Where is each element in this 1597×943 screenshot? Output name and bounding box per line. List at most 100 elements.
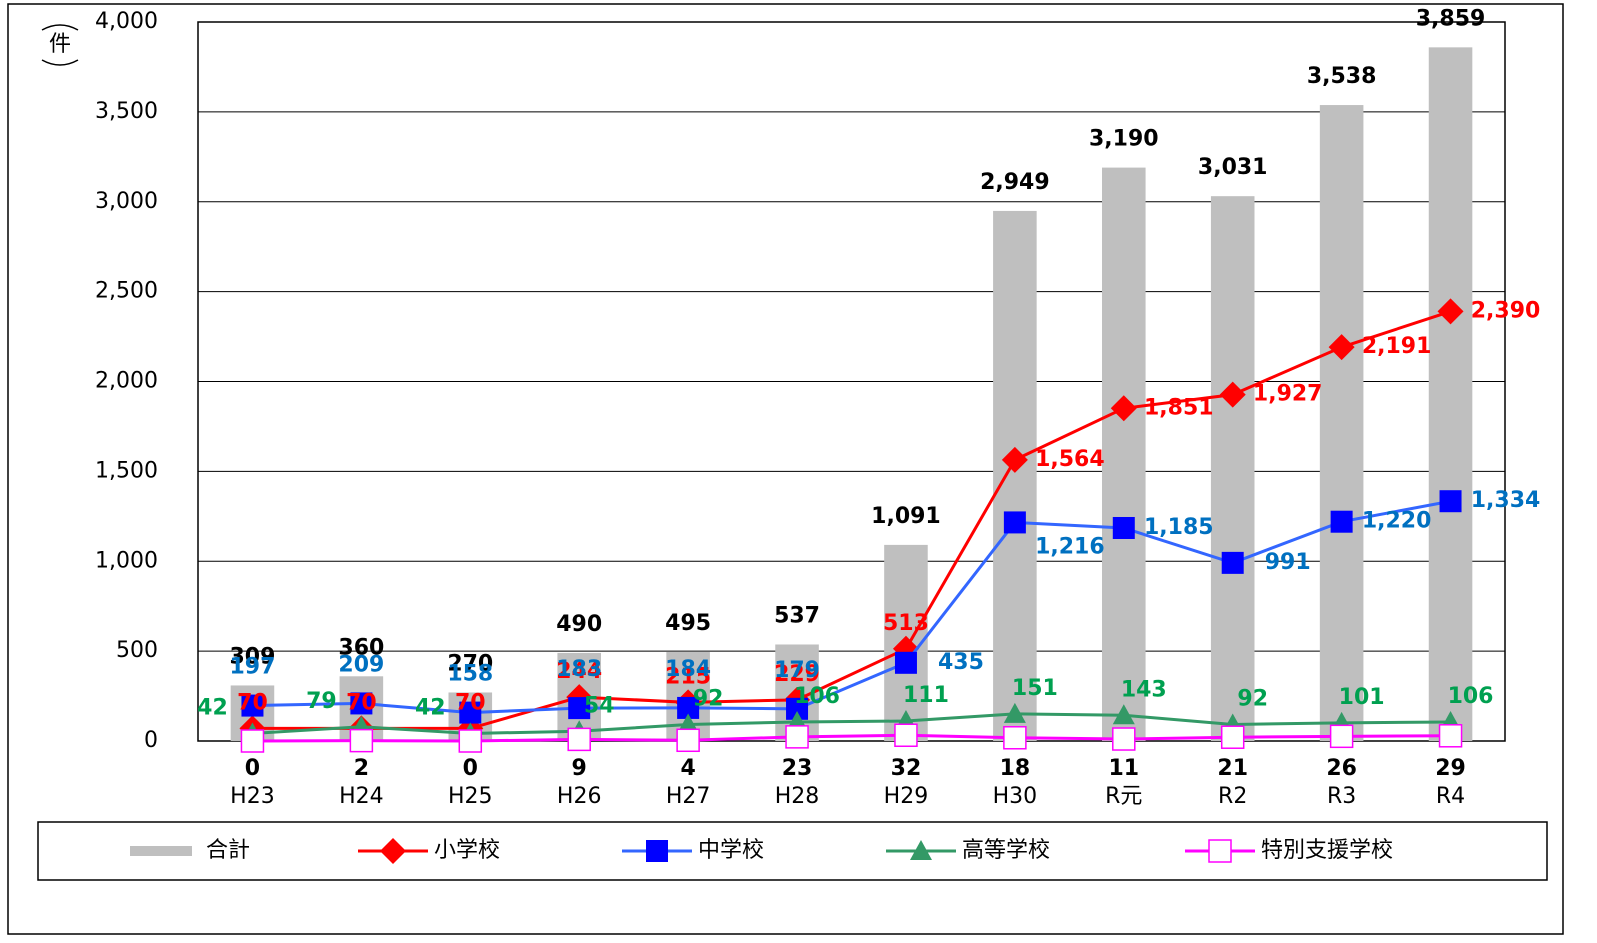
marker [1438,724,1463,748]
marker [1112,727,1136,751]
legend-swatch [130,846,192,856]
data-label: 106 [1448,684,1494,709]
marker [1003,726,1027,750]
line-2 [252,499,1451,715]
data-label: 42 [197,695,228,720]
marker [1219,381,1246,408]
data-label: 151 [1012,676,1058,701]
x-tick-label: H27 [666,784,711,809]
x-tick-label: H23 [230,784,275,809]
bar [1210,196,1255,742]
data-label: 1,851 [1144,395,1214,420]
data-label: 1,334 [1471,488,1541,513]
data-label: 1,091 [871,504,941,529]
y-axis-label: 件 [49,32,71,57]
data-label: 1,927 [1253,382,1323,407]
x-tick-label: H28 [775,784,820,809]
x-tick-label: H29 [884,784,929,809]
data-label: 183 [556,657,602,682]
legend-marker [1208,839,1232,863]
data-label: 2 [354,756,369,781]
data-label: 54 [584,693,615,718]
data-label: 106 [794,684,840,709]
y-tick-label: 1,000 [95,548,158,573]
y-tick-label: 3,500 [95,99,158,124]
data-label: 495 [665,611,711,636]
data-label: 2,390 [1471,298,1541,323]
marker [241,694,264,717]
x-tick-label: R2 [1218,784,1247,809]
data-label: 1,220 [1362,509,1432,534]
x-tick-label: H25 [448,784,493,809]
marker [568,697,591,720]
marker [1329,724,1354,749]
data-label: 435 [938,650,984,675]
data-label: 179 [774,658,820,683]
bar [1102,167,1146,741]
data-label: 0 [245,756,260,781]
data-label: 360 [338,635,384,660]
data-label: 513 [883,611,929,636]
data-label: 79 [306,689,337,714]
marker [1003,511,1026,534]
legend-marker [646,840,668,862]
line-3 [252,712,1451,735]
marker [1220,725,1245,749]
data-label: 270 [447,651,493,676]
data-label: 70 [455,690,486,715]
data-label: 215 [665,664,711,689]
data-label: 9 [572,756,587,781]
marker [1112,516,1135,539]
data-label: 3,538 [1307,64,1377,89]
data-label: 1,216 [1035,534,1105,559]
bar [1428,47,1473,742]
data-label: 537 [774,603,820,628]
marker [1439,490,1462,513]
data-label: 29 [1435,756,1466,781]
line-1 [252,309,1452,730]
data-label: 309 [229,644,275,669]
marker [459,701,482,724]
y-tick-label: 3,000 [95,189,158,214]
y-label-brackets [41,24,79,66]
legend-label: 中学校 [698,838,764,863]
legend-label: 合計 [206,838,250,863]
marker [1110,395,1137,422]
marker [677,696,700,719]
data-label: 23 [782,756,813,781]
page-frame [7,3,1564,935]
y-tick-label: 2,000 [95,369,158,394]
data-label: 4 [680,756,695,781]
marker [567,727,591,752]
marker [1221,551,1244,574]
y-tick-label: 2,500 [95,279,158,304]
data-label: 0 [463,756,478,781]
data-label: 111 [903,683,949,708]
x-tick-label: H30 [993,784,1038,809]
data-label: 101 [1339,685,1385,710]
bar [1319,105,1364,742]
x-tick-label: R3 [1327,784,1356,809]
data-label: 184 [665,657,711,682]
marker [894,723,918,747]
legend-label: 特別支援学校 [1261,838,1393,863]
data-label: 2,949 [980,170,1050,195]
data-label: 21 [1217,756,1248,781]
legend-label: 高等学校 [962,838,1050,863]
legend-marker [910,840,932,860]
data-label: 143 [1121,677,1167,702]
line-4 [252,733,1451,743]
plot-frame [197,21,1506,742]
x-tick-label: R元 [1105,784,1142,809]
marker [676,728,700,753]
data-label: 244 [556,659,602,684]
data-label: 70 [237,690,268,715]
y-tick-label: 4,000 [95,9,158,34]
data-label: 32 [891,756,922,781]
data-label: 18 [1000,756,1031,781]
data-label: 209 [338,652,384,677]
data-label: 1,564 [1035,447,1105,472]
marker [894,651,917,674]
marker [786,697,809,720]
